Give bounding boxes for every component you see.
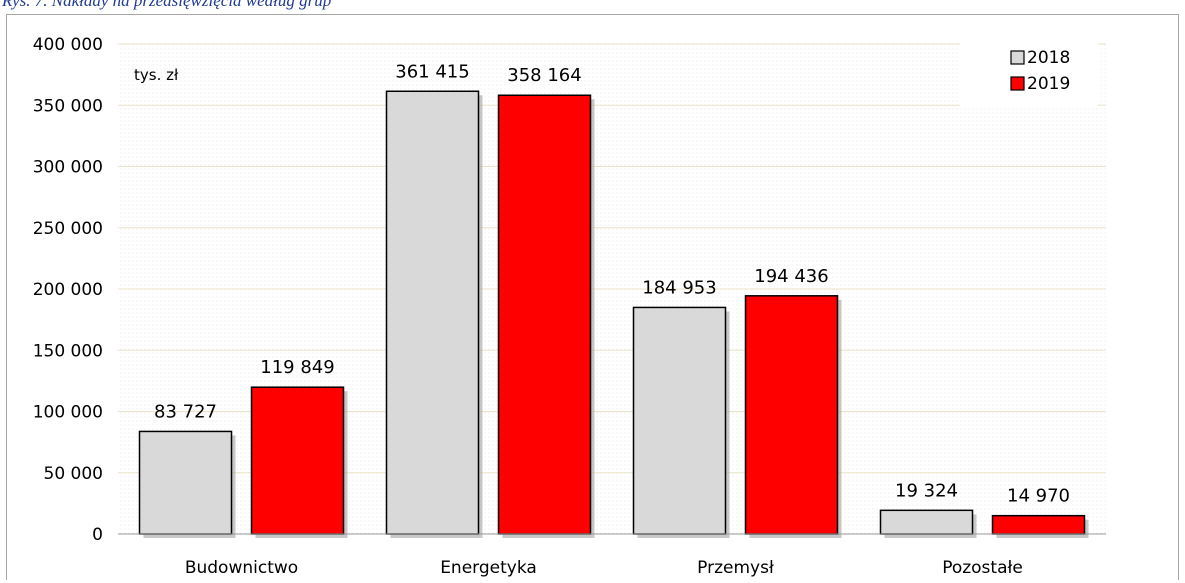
data-label: 19 324 bbox=[895, 480, 958, 501]
legend-background bbox=[960, 38, 1098, 106]
bar-2018-pozostałe bbox=[879, 509, 974, 535]
legend: 2018 2019 bbox=[960, 38, 1098, 106]
data-label: 358 164 bbox=[507, 65, 581, 86]
data-label: 119 849 bbox=[260, 357, 334, 378]
data-label: 194 436 bbox=[754, 266, 828, 287]
y-tick-label: 200 000 bbox=[33, 280, 103, 300]
bar-2018-energetyka bbox=[385, 90, 480, 535]
chart-frame bbox=[6, 14, 1179, 580]
data-label: 361 415 bbox=[395, 61, 469, 82]
bar-2018-budownictwo bbox=[138, 430, 233, 535]
y-tick-label: 50 000 bbox=[44, 464, 103, 484]
y-tick-label: 0 bbox=[92, 525, 103, 545]
legend-label-2018: 2018 bbox=[1027, 48, 1070, 68]
x-category-label: Energetyka bbox=[440, 558, 537, 578]
bars bbox=[138, 90, 1089, 539]
y-tick-label: 400 000 bbox=[33, 35, 103, 55]
x-category-label: Pozostałe bbox=[942, 558, 1023, 578]
data-label: 184 953 bbox=[642, 277, 716, 298]
data-label: 14 970 bbox=[1007, 486, 1070, 507]
figure-caption: Rys. 7. Nakłady na przedsięwzięcia wedłu… bbox=[2, 0, 332, 10]
y-tick-label: 250 000 bbox=[33, 219, 103, 239]
legend-label-2019: 2019 bbox=[1027, 74, 1070, 94]
y-tick-label: 300 000 bbox=[33, 158, 103, 178]
bar-2019-przemysł bbox=[744, 295, 839, 535]
x-category-label: Przemysł bbox=[697, 558, 774, 578]
figure-caption-strip: Rys. 7. Nakłady na przedsięwzięcia wedłu… bbox=[0, 0, 1185, 14]
bar-2018-przemysł bbox=[632, 306, 727, 535]
bar-2019-budownictwo bbox=[250, 386, 345, 535]
bar-2019-energetyka bbox=[497, 94, 592, 535]
x-axis: Budownictwo Energetyka Przemysł Pozostałe bbox=[118, 533, 1106, 578]
legend-swatch-2019 bbox=[1010, 76, 1025, 91]
y-tick-label: 350 000 bbox=[33, 96, 103, 116]
unit-label: tys. zł bbox=[134, 66, 179, 84]
y-tick-label: 150 000 bbox=[33, 341, 103, 361]
value-labels: 83 727 119 849 361 415 358 164 184 953 194 43… bbox=[154, 61, 1070, 506]
legend-swatch-2018 bbox=[1010, 50, 1025, 65]
x-category-label: Budownictwo bbox=[185, 558, 298, 578]
data-label: 83 727 bbox=[154, 401, 217, 422]
y-tick-label: 100 000 bbox=[33, 403, 103, 423]
y-axis: 0 50 000 100 000 150 000 200 000 250 000 300 0… bbox=[33, 35, 103, 545]
bar-2019-pozostałe bbox=[991, 514, 1086, 535]
